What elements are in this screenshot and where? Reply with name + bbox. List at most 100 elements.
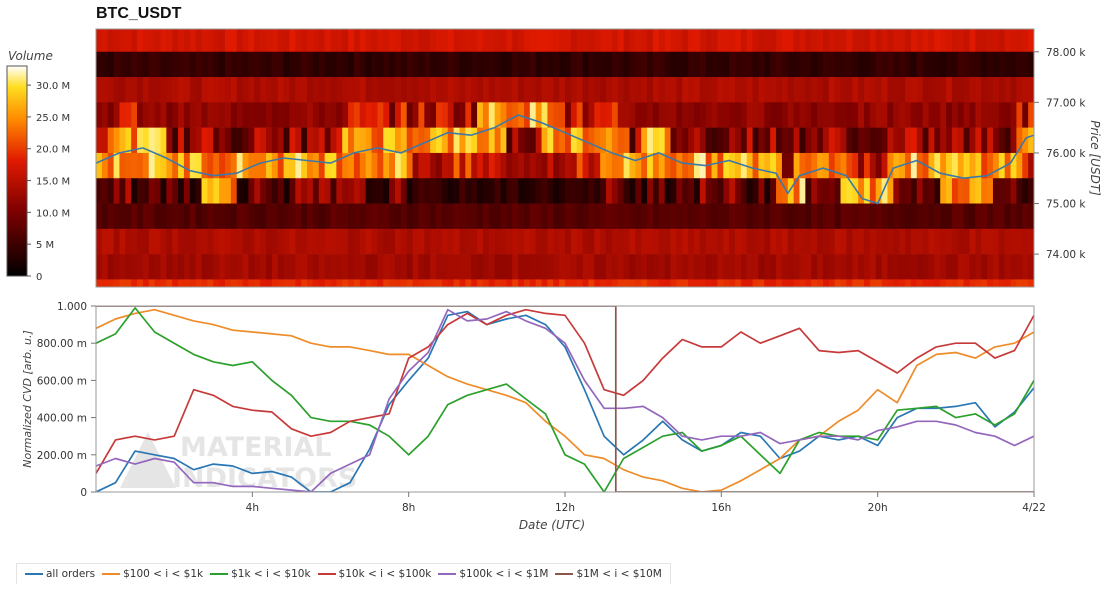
heatmap-cell xyxy=(916,51,924,78)
heatmap-cell xyxy=(858,178,865,204)
cvd-y-tick-label: 0 xyxy=(80,487,87,499)
heatmap-cell xyxy=(735,51,742,78)
heatmap-cell xyxy=(394,127,402,154)
heatmap-cell xyxy=(600,51,607,78)
cvd-lines xyxy=(96,306,1034,492)
heatmap-cell xyxy=(910,51,918,78)
heatmap-cell xyxy=(283,102,291,128)
heatmap-cell xyxy=(594,77,601,103)
heatmap-cell xyxy=(770,102,777,128)
heatmap-cell xyxy=(811,152,818,179)
heatmap-cell xyxy=(189,203,197,230)
heatmap-cell xyxy=(869,29,877,53)
heatmap-cell xyxy=(893,279,900,287)
heatmap-cell xyxy=(875,254,883,280)
heatmap-cell xyxy=(992,279,1000,287)
heatmap-cell xyxy=(781,102,789,128)
heatmap-cell xyxy=(500,228,507,255)
heatmap-cell xyxy=(488,102,496,128)
heatmap-cell xyxy=(236,102,244,128)
heatmap-cell xyxy=(635,102,642,128)
heatmap-cell xyxy=(523,29,531,53)
heatmap-cell xyxy=(1016,254,1023,280)
heatmap-cell xyxy=(729,254,736,280)
heatmap-cell xyxy=(400,228,408,255)
heatmap-cell xyxy=(307,127,314,154)
heatmap-cell xyxy=(834,51,842,78)
heatmap-cell xyxy=(834,254,842,280)
heatmap-cell xyxy=(119,77,126,103)
heatmap-cell xyxy=(606,152,613,179)
heatmap-cell xyxy=(213,178,220,204)
heatmap-cell xyxy=(277,279,285,287)
heatmap-cell xyxy=(353,29,361,53)
heatmap-cell xyxy=(553,77,560,103)
heatmap-cell xyxy=(582,279,590,287)
heatmap-cell xyxy=(969,51,976,78)
heatmap-cell xyxy=(336,178,343,204)
heatmap-cell xyxy=(195,51,203,78)
heatmap-cell xyxy=(547,51,554,78)
legend-item[interactable]: $1M < i < $10M xyxy=(555,568,662,580)
heatmap-cell xyxy=(940,127,947,154)
heatmap-cell xyxy=(236,279,244,287)
heatmap-cell xyxy=(840,178,847,204)
heatmap-cell xyxy=(699,279,707,287)
heatmap-cell xyxy=(1010,51,1018,78)
heatmap-cell xyxy=(459,127,466,154)
heatmap-cell xyxy=(195,152,203,179)
heatmap-cell xyxy=(617,254,625,280)
chart-title: BTC_USDT xyxy=(96,5,182,22)
heatmap-cell xyxy=(729,102,736,128)
heatmap-cell xyxy=(987,178,994,204)
heatmap-cell xyxy=(811,77,818,103)
heatmap-cell xyxy=(764,152,771,179)
legend-item[interactable]: all orders xyxy=(25,568,95,580)
heatmap-cell xyxy=(975,152,982,179)
heatmap-cell xyxy=(394,51,402,78)
heatmap-cell xyxy=(406,102,414,128)
heatmap-cell xyxy=(500,178,507,204)
heatmap-cell xyxy=(611,127,619,154)
cvd-y-tick-label: 200.00 m xyxy=(37,450,87,462)
legend-item[interactable]: $100k < i < $1M xyxy=(438,568,548,580)
cvd-series-line xyxy=(96,307,1034,492)
heatmap-cell xyxy=(547,29,554,53)
heatmap-cell xyxy=(992,203,1000,230)
heatmap-cell xyxy=(248,279,255,287)
heatmap-cell xyxy=(729,51,736,78)
watermark-line1: MATERIAL xyxy=(180,432,331,463)
heatmap-cell xyxy=(951,203,959,230)
heatmap-cell xyxy=(389,77,396,103)
heatmap-cell xyxy=(881,279,889,287)
heatmap-cell xyxy=(283,254,291,280)
heatmap-cell xyxy=(934,102,941,128)
heatmap-cell xyxy=(166,203,173,230)
legend-item[interactable]: $10k < i < $100k xyxy=(317,568,431,580)
heatmap-cell xyxy=(781,77,789,103)
heatmap-cell xyxy=(869,279,877,287)
heatmap-cell xyxy=(594,102,601,128)
heatmap-cell xyxy=(166,77,173,103)
heatmap-cell xyxy=(805,254,812,280)
heatmap-cell xyxy=(183,279,191,287)
heatmap-cell xyxy=(107,127,115,154)
heatmap-cell xyxy=(887,29,894,53)
heatmap-cell xyxy=(606,127,613,154)
heatmap-cell xyxy=(758,102,765,128)
heatmap-cell xyxy=(588,228,595,255)
heatmap-cell xyxy=(711,51,719,78)
heatmap-cell xyxy=(183,51,191,78)
cvd-x-tick-label: 8h xyxy=(402,502,415,514)
heatmap-cell xyxy=(881,178,889,204)
heatmap-cell xyxy=(400,29,408,53)
heatmap-cell xyxy=(412,51,420,78)
heatmap-cell xyxy=(266,203,273,230)
heatmap-cell xyxy=(652,228,660,255)
legend-item[interactable]: $100 < i < $1k xyxy=(102,568,203,580)
heatmap-cell xyxy=(494,279,502,287)
heatmap-cell xyxy=(805,152,812,179)
legend-item[interactable]: $1k < i < $10k xyxy=(210,568,311,580)
heatmap-cell xyxy=(307,254,314,280)
heatmap-cell xyxy=(471,51,478,78)
